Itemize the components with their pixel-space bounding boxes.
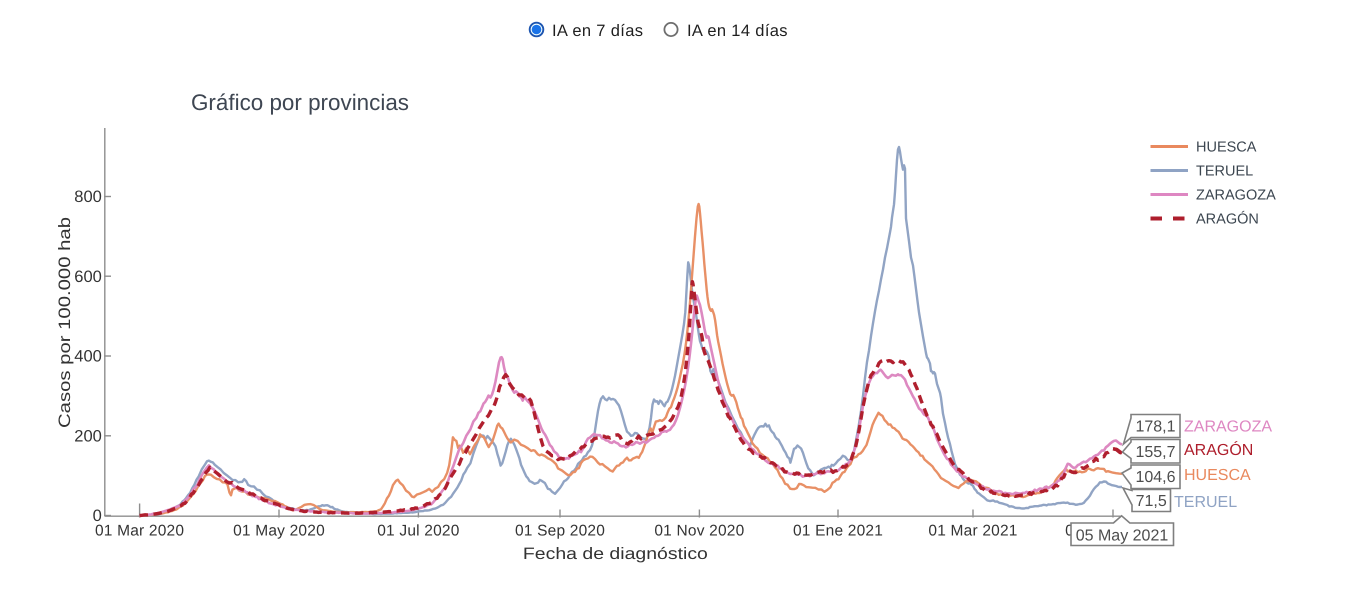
svg-text:IA en 14 días: IA en 14 días bbox=[687, 22, 788, 40]
svg-text:ZARAGOZA: ZARAGOZA bbox=[1184, 419, 1272, 436]
svg-text:HUESCA: HUESCA bbox=[1184, 467, 1251, 484]
svg-text:0: 0 bbox=[93, 507, 102, 525]
svg-text:05 May 2021: 05 May 2021 bbox=[1076, 528, 1169, 545]
svg-text:01 Nov 2020: 01 Nov 2020 bbox=[654, 523, 744, 540]
svg-text:Gráfico por provincias: Gráfico por provincias bbox=[191, 90, 409, 115]
svg-text:01 Mar 2021: 01 Mar 2021 bbox=[928, 523, 1017, 540]
svg-text:ARAGÓN: ARAGÓN bbox=[1196, 211, 1259, 228]
svg-text:200: 200 bbox=[74, 427, 102, 445]
svg-text:01 Jul 2020: 01 Jul 2020 bbox=[377, 523, 460, 540]
svg-text:155,7: 155,7 bbox=[1135, 444, 1175, 461]
svg-text:ZARAGOZA: ZARAGOZA bbox=[1196, 188, 1276, 204]
svg-text:TERUEL: TERUEL bbox=[1196, 164, 1253, 180]
svg-text:01 Ene 2021: 01 Ene 2021 bbox=[793, 523, 883, 540]
svg-text:Fecha de diagnóstico: Fecha de diagnóstico bbox=[523, 545, 708, 563]
svg-text:Casos por 100.000 hab: Casos por 100.000 hab bbox=[56, 217, 74, 428]
svg-text:400: 400 bbox=[74, 348, 102, 366]
svg-text:01 May 2020: 01 May 2020 bbox=[233, 523, 325, 540]
svg-text:IA en 7 días: IA en 7 días bbox=[552, 22, 643, 40]
svg-text:ARAGÓN: ARAGÓN bbox=[1184, 441, 1253, 459]
svg-text:HUESCA: HUESCA bbox=[1196, 140, 1257, 156]
svg-text:600: 600 bbox=[74, 268, 102, 286]
svg-text:01 Sep 2020: 01 Sep 2020 bbox=[515, 523, 605, 540]
svg-text:800: 800 bbox=[74, 188, 102, 206]
svg-text:TERUEL: TERUEL bbox=[1174, 494, 1237, 511]
svg-text:104,6: 104,6 bbox=[1135, 469, 1175, 486]
svg-text:178,1: 178,1 bbox=[1135, 419, 1175, 436]
svg-text:01 Mar 2020: 01 Mar 2020 bbox=[95, 523, 184, 540]
svg-text:71,5: 71,5 bbox=[1136, 493, 1167, 510]
